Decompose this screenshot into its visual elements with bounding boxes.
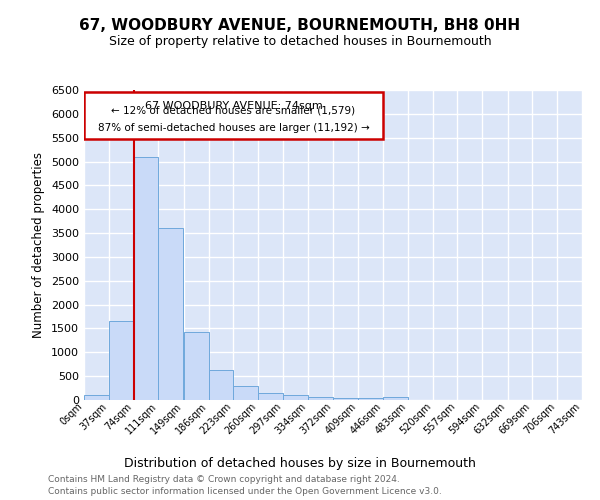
Text: ← 12% of detached houses are smaller (1,579): ← 12% of detached houses are smaller (1,… (112, 106, 356, 116)
Bar (109, 322, 134, 400)
Bar (308, 397, 332, 400)
Bar (283, 395, 308, 400)
Bar (258, 392, 283, 400)
Bar (134, 157, 158, 400)
Bar (358, 398, 383, 400)
Bar (383, 397, 408, 400)
Text: Size of property relative to detached houses in Bournemouth: Size of property relative to detached ho… (109, 35, 491, 48)
Text: 67 WOODBURY AVENUE: 74sqm: 67 WOODBURY AVENUE: 74sqm (145, 100, 322, 110)
Bar (84, 395, 109, 400)
Text: Distribution of detached houses by size in Bournemouth: Distribution of detached houses by size … (124, 458, 476, 470)
Bar (158, 228, 183, 400)
Bar (84, 92, 383, 138)
Bar (209, 370, 233, 400)
Text: 67, WOODBURY AVENUE, BOURNEMOUTH, BH8 0HH: 67, WOODBURY AVENUE, BOURNEMOUTH, BH8 0H… (79, 18, 521, 32)
Bar (184, 332, 209, 400)
Bar (233, 386, 258, 400)
Bar (334, 398, 358, 400)
Text: Contains HM Land Registry data © Crown copyright and database right 2024.: Contains HM Land Registry data © Crown c… (48, 475, 400, 484)
Text: Contains public sector information licensed under the Open Government Licence v3: Contains public sector information licen… (48, 487, 442, 496)
Text: 87% of semi-detached houses are larger (11,192) →: 87% of semi-detached houses are larger (… (98, 124, 370, 134)
Y-axis label: Number of detached properties: Number of detached properties (32, 152, 46, 338)
